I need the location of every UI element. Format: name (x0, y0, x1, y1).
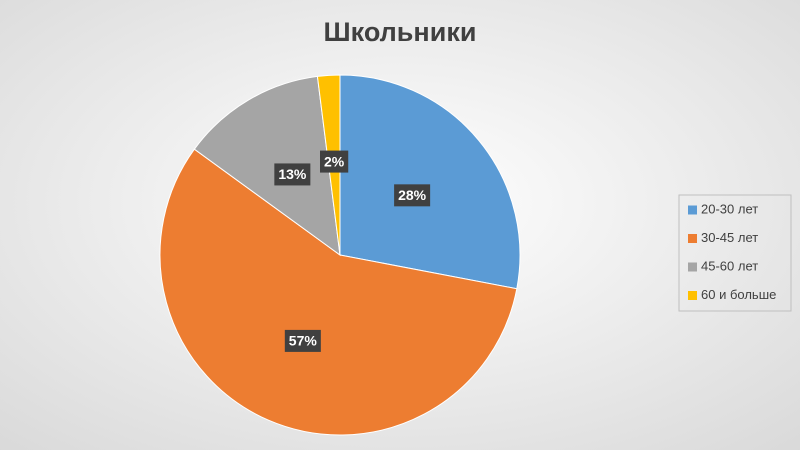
legend-marker (688, 262, 697, 272)
legend-label: 60 и больше (701, 287, 776, 302)
data-label: 28% (398, 187, 427, 203)
pie-slice (159, 148, 518, 436)
data-label-box (394, 184, 431, 207)
legend-marker (688, 205, 697, 215)
legend-label: 20-30 лет (701, 201, 758, 216)
data-label-box (274, 163, 311, 186)
legend-box (678, 194, 792, 312)
data-label: 2% (324, 153, 345, 169)
chart-title: Школьники (324, 17, 477, 47)
legend-label: 45-60 лет (701, 258, 758, 273)
pie-slice (193, 75, 341, 257)
data-label-box (284, 329, 321, 352)
legend-marker (688, 234, 697, 243)
data-label-box (320, 150, 349, 173)
data-label: 57% (289, 333, 318, 349)
data-label: 13% (278, 166, 307, 182)
pie-slice (339, 74, 521, 290)
legend-label: 30-45 лет (701, 230, 758, 245)
legend-marker (688, 291, 697, 300)
